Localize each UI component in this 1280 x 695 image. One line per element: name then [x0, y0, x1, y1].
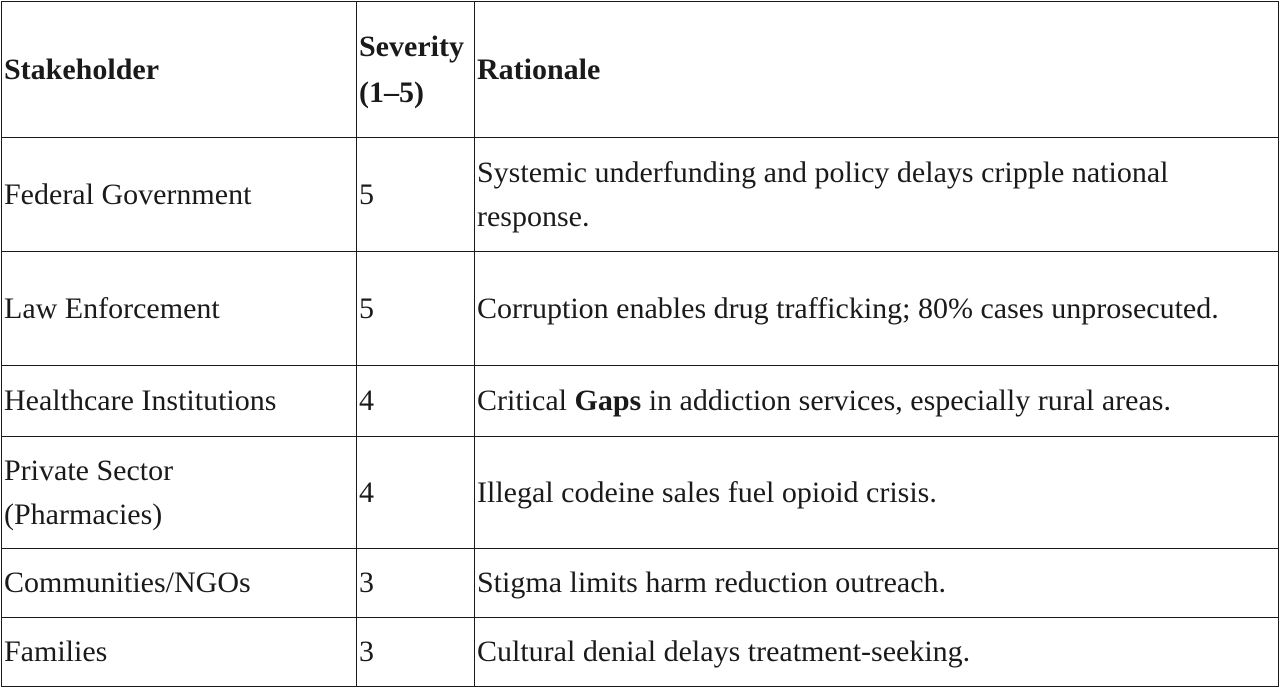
stakeholder-cell: Communities/NGOs — [1, 548, 357, 618]
severity-cell: 3 — [356, 548, 475, 618]
header-severity-line2: (1–5) — [359, 75, 424, 109]
header-rationale: Rationale — [474, 1, 1279, 138]
stakeholder-cell: Families — [1, 617, 357, 687]
table-row: Communities/NGOs 3 Stigma limits harm re… — [1, 548, 1279, 618]
rationale-cell: Corruption enables drug trafficking; 80%… — [474, 251, 1279, 366]
stakeholder-cell: Private Sector (Pharmacies) — [1, 436, 357, 549]
table-row: Law Enforcement 5 Corruption enables dru… — [1, 251, 1279, 366]
severity-cell: 4 — [356, 365, 475, 437]
stakeholder-line1: Private Sector — [4, 453, 174, 487]
rationale-cell: Stigma limits harm reduction outreach. — [474, 548, 1279, 618]
stakeholder-cell: Healthcare Institutions — [1, 365, 357, 437]
rationale-cell: Systemic underfunding and policy delays … — [474, 137, 1279, 252]
rationale-text-after: in addiction services, especially rural … — [641, 384, 1171, 417]
table-header-row: Stakeholder Severity (1–5) Rationale — [1, 1, 1279, 138]
stakeholder-line2: (Pharmacies) — [4, 497, 163, 531]
header-severity: Severity (1–5) — [356, 1, 475, 138]
rationale-text-before: Critical — [477, 384, 575, 417]
rationale-cell: Critical Gaps in addiction services, esp… — [474, 365, 1279, 437]
table-row: Federal Government 5 Systemic underfundi… — [1, 137, 1279, 252]
table-row: Families 3 Cultural denial delays treatm… — [1, 617, 1279, 687]
table-row: Healthcare Institutions 4 Critical Gaps … — [1, 365, 1279, 437]
severity-cell: 4 — [356, 436, 475, 549]
header-stakeholder: Stakeholder — [1, 1, 357, 138]
header-severity-line1: Severity — [359, 29, 464, 63]
stakeholder-cell: Law Enforcement — [1, 251, 357, 366]
severity-cell: 5 — [356, 251, 475, 366]
rationale-cell: Illegal codeine sales fuel opioid crisis… — [474, 436, 1279, 549]
table-row: Private Sector (Pharmacies) 4 Illegal co… — [1, 436, 1279, 549]
severity-cell: 3 — [356, 617, 475, 687]
rationale-cell: Cultural denial delays treatment-seeking… — [474, 617, 1279, 687]
rationale-text-bold: Gaps — [574, 384, 642, 417]
severity-cell: 5 — [356, 137, 475, 252]
stakeholder-cell: Federal Government — [1, 137, 357, 252]
